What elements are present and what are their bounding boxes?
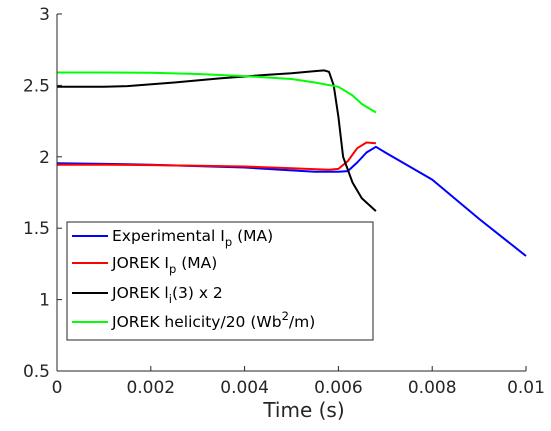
series-line-2 xyxy=(57,141,376,171)
legend-label-1: Experimental Ip (MA) xyxy=(112,227,273,249)
y-tick-label: 3 xyxy=(39,5,50,25)
tick-labels: 0 0.002 0.004 0.006 0.008 0.01 0.5 1 1.5 2 2.5 3 xyxy=(23,5,545,398)
series-line-4 xyxy=(57,71,377,114)
y-tick-label: 1 xyxy=(39,291,50,311)
legend-label-3: JOREK li(3) x 2 xyxy=(111,284,223,306)
legend-label-4: JOREK helicity/20 (Wb2/m) xyxy=(111,309,315,331)
x-tick-label: 0.004 xyxy=(220,378,269,398)
y-tick-label: 0.5 xyxy=(23,362,50,382)
x-tick-label: 0.002 xyxy=(126,378,175,398)
x-tick-label: 0.01 xyxy=(507,378,545,398)
x-axis-title: Time (s) xyxy=(262,398,344,422)
legend: Experimental Ip (MA) JOREK Ip (MA) JOREK l… xyxy=(66,221,374,341)
y-tick-label: 2.5 xyxy=(23,76,50,96)
x-tick-label: 0 xyxy=(52,378,63,398)
x-tick-label: 0.008 xyxy=(408,378,457,398)
y-tick-label: 2 xyxy=(39,148,50,168)
y-tick-label: 1.5 xyxy=(23,219,50,239)
x-tick-label: 0.006 xyxy=(314,378,363,398)
series-layer xyxy=(56,69,527,257)
axes xyxy=(56,13,527,372)
series-line-3 xyxy=(57,69,377,212)
legend-label-2: JOREK Ip (MA) xyxy=(111,254,217,276)
legend-box xyxy=(66,221,374,341)
